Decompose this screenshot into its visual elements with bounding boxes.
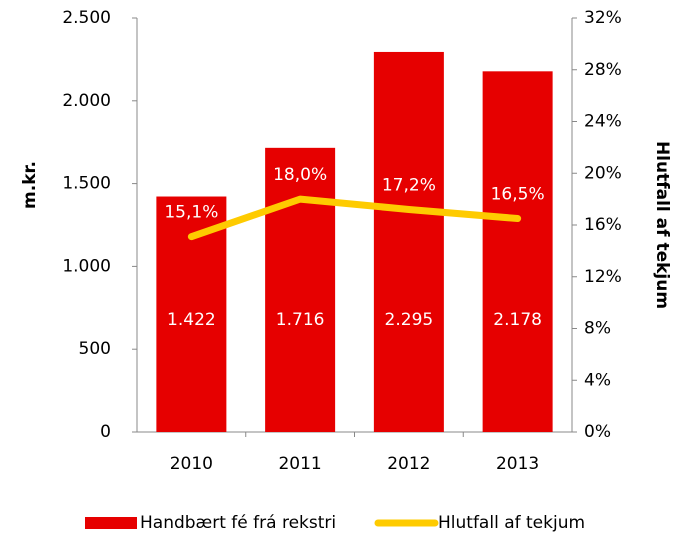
- y-tick-label: 2.000: [62, 91, 111, 111]
- y2-tick-label: 4%: [584, 370, 611, 390]
- y2-tick-label: 24%: [584, 112, 622, 132]
- x-tick-label: 2012: [387, 454, 430, 474]
- bar-value-label: 1.422: [167, 310, 216, 330]
- bar: [265, 147, 336, 433]
- y-tick-label: 0: [100, 422, 111, 442]
- bar: [373, 51, 444, 432]
- y-tick-label: 2.500: [62, 8, 111, 28]
- legend-label: Hlutfall af tekjum: [438, 513, 585, 533]
- x-tick-label: 2013: [496, 454, 539, 474]
- legend-swatch: [85, 517, 137, 529]
- line-value-label: 16,5%: [491, 185, 545, 205]
- bar-value-label: 2.178: [493, 310, 542, 330]
- y-axis-title: m.kr.: [20, 161, 40, 209]
- y2-tick-label: 12%: [584, 267, 622, 287]
- y-tick-label: 1.000: [62, 256, 111, 276]
- bar-value-label: 1.716: [276, 310, 325, 330]
- line-value-label: 18,0%: [273, 165, 327, 185]
- y2-tick-label: 28%: [584, 60, 622, 80]
- x-tick-label: 2010: [170, 454, 213, 474]
- line-value-label: 17,2%: [382, 175, 436, 195]
- y2-tick-label: 16%: [584, 215, 622, 235]
- line-value-label: 15,1%: [164, 203, 218, 223]
- line: [187, 195, 522, 241]
- y2-tick-label: 32%: [584, 8, 622, 28]
- y2-tick-label: 0%: [584, 422, 611, 442]
- bar-value-label: 2.295: [385, 310, 434, 330]
- y2-axis-title: Hlutfall af tekjum: [652, 141, 672, 309]
- y2-tick-label: 8%: [584, 319, 611, 339]
- x-tick-label: 2011: [278, 454, 321, 474]
- y-tick-label: 1.500: [62, 174, 111, 194]
- y-tick-label: 500: [79, 339, 111, 359]
- legend-label: Handbært fé frá rekstri: [140, 513, 336, 533]
- y2-tick-label: 20%: [584, 163, 622, 183]
- bar: [482, 71, 553, 433]
